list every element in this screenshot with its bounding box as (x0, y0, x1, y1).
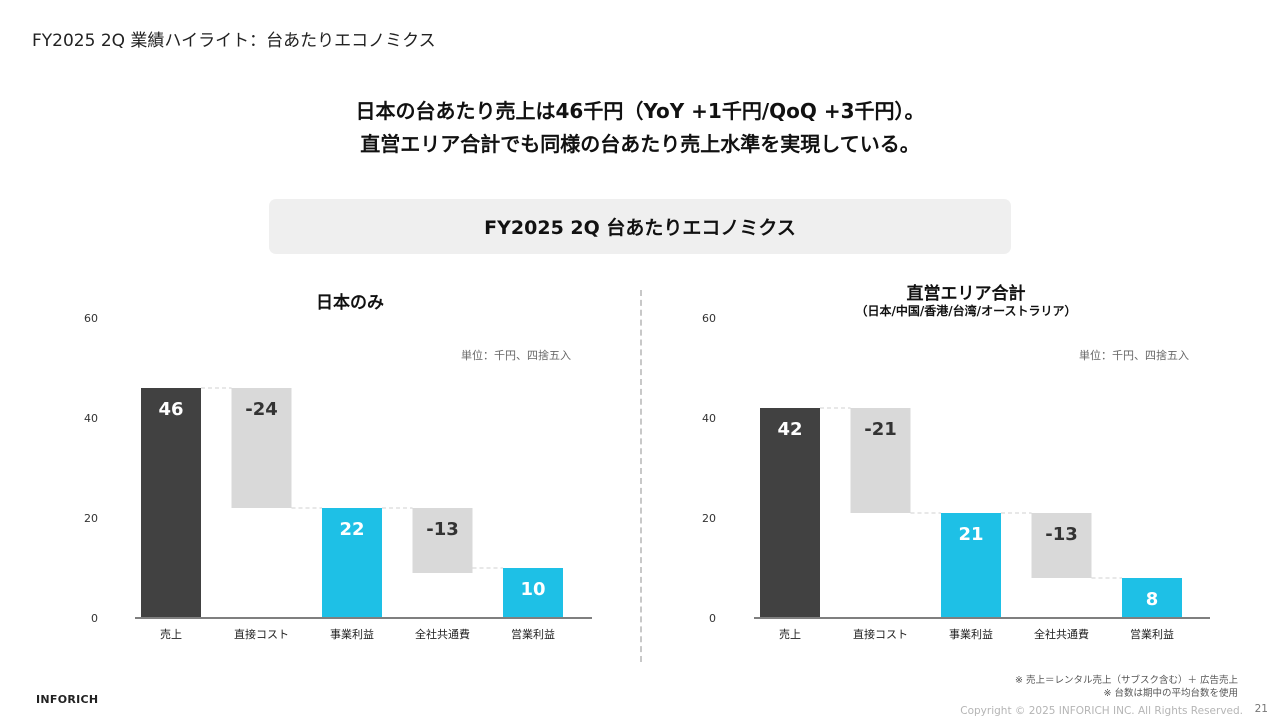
page-number: 21 (1254, 703, 1268, 715)
japan-y-tick-label: 0 (91, 612, 98, 625)
direct-areas-bar (941, 513, 1001, 618)
section-banner: FY2025 2Q 台あたりエコノミクス (269, 199, 1011, 254)
japan-category-label: 事業利益 (330, 627, 374, 641)
page-title: FY2025 2Q 業績ハイライト：台あたりエコノミクス (32, 31, 436, 51)
footnote-revenue-definition: ※ 売上＝レンタル売上（サブスク含む）＋ 広告売上 (1014, 675, 1238, 686)
chart-subtitle-direct-areas: （日本/中国/香港/台湾/オーストラリア） (855, 304, 1077, 318)
direct-areas-data-label: 21 (958, 524, 983, 545)
japan-bar (412, 508, 473, 573)
direct-areas-bar (850, 408, 911, 513)
unit-note-japan: 単位：千円、四捨五入 (461, 349, 571, 362)
chart-title-japan: 日本のみ (316, 293, 384, 313)
headline-line-2: 直営エリア合計でも同様の台あたり売上水準を実現している。 (360, 132, 920, 156)
direct-areas-y-tick-label: 40 (702, 412, 716, 425)
headline-line-1: 日本の台あたり売上は46千円（YoY +1千円/QoQ +3千円）。 (355, 99, 925, 123)
japan-bar (141, 388, 201, 618)
direct-areas-y-tick-label: 20 (702, 512, 716, 525)
direct-areas-data-label: -21 (864, 419, 897, 440)
japan-data-label: 46 (158, 399, 183, 420)
unit-note-direct-areas: 単位：千円、四捨五入 (1079, 349, 1189, 362)
japan-data-label: 22 (339, 519, 364, 540)
direct-areas-y-tick-label: 60 (702, 312, 716, 325)
japan-category-label: 全社共通費 (415, 627, 470, 641)
chart-divider (640, 290, 642, 662)
direct-areas-y-tick-label: 0 (709, 612, 716, 625)
direct-areas-category-label: 売上 (779, 628, 801, 641)
direct-areas-bar (1031, 513, 1092, 578)
japan-y-tick-label: 40 (84, 412, 98, 425)
japan-category-label: 営業利益 (511, 627, 555, 641)
japan-data-label: -13 (426, 519, 459, 540)
copyright: Copyright © 2025 INFORICH INC. All Right… (960, 705, 1243, 717)
footnote-unit-count: ※ 台数は期中の平均台数を使用 (1103, 688, 1238, 699)
direct-areas-category-label: 直接コスト (853, 627, 908, 641)
japan-category-label: 直接コスト (234, 627, 289, 641)
direct-areas-data-label: 42 (777, 419, 802, 440)
japan-bar (231, 388, 292, 508)
japan-y-tick-label: 20 (84, 512, 98, 525)
direct-areas-data-label: 8 (1146, 589, 1159, 610)
japan-data-label: 10 (520, 579, 545, 600)
direct-areas-category-label: 全社共通費 (1034, 627, 1089, 641)
japan-y-tick-label: 60 (84, 312, 98, 325)
direct-areas-bar (1122, 578, 1182, 618)
japan-bar (503, 568, 563, 618)
direct-areas-data-label: -13 (1045, 524, 1078, 545)
japan-bar (322, 508, 382, 618)
direct-areas-category-label: 営業利益 (1130, 627, 1174, 641)
direct-areas-category-label: 事業利益 (949, 627, 993, 641)
direct-areas-bar (760, 408, 820, 618)
japan-category-label: 売上 (160, 628, 182, 641)
brand-logo: INFORICH (36, 693, 99, 706)
japan-data-label: -24 (245, 399, 278, 420)
chart-title-direct-areas: 直営エリア合計 (906, 284, 1026, 304)
